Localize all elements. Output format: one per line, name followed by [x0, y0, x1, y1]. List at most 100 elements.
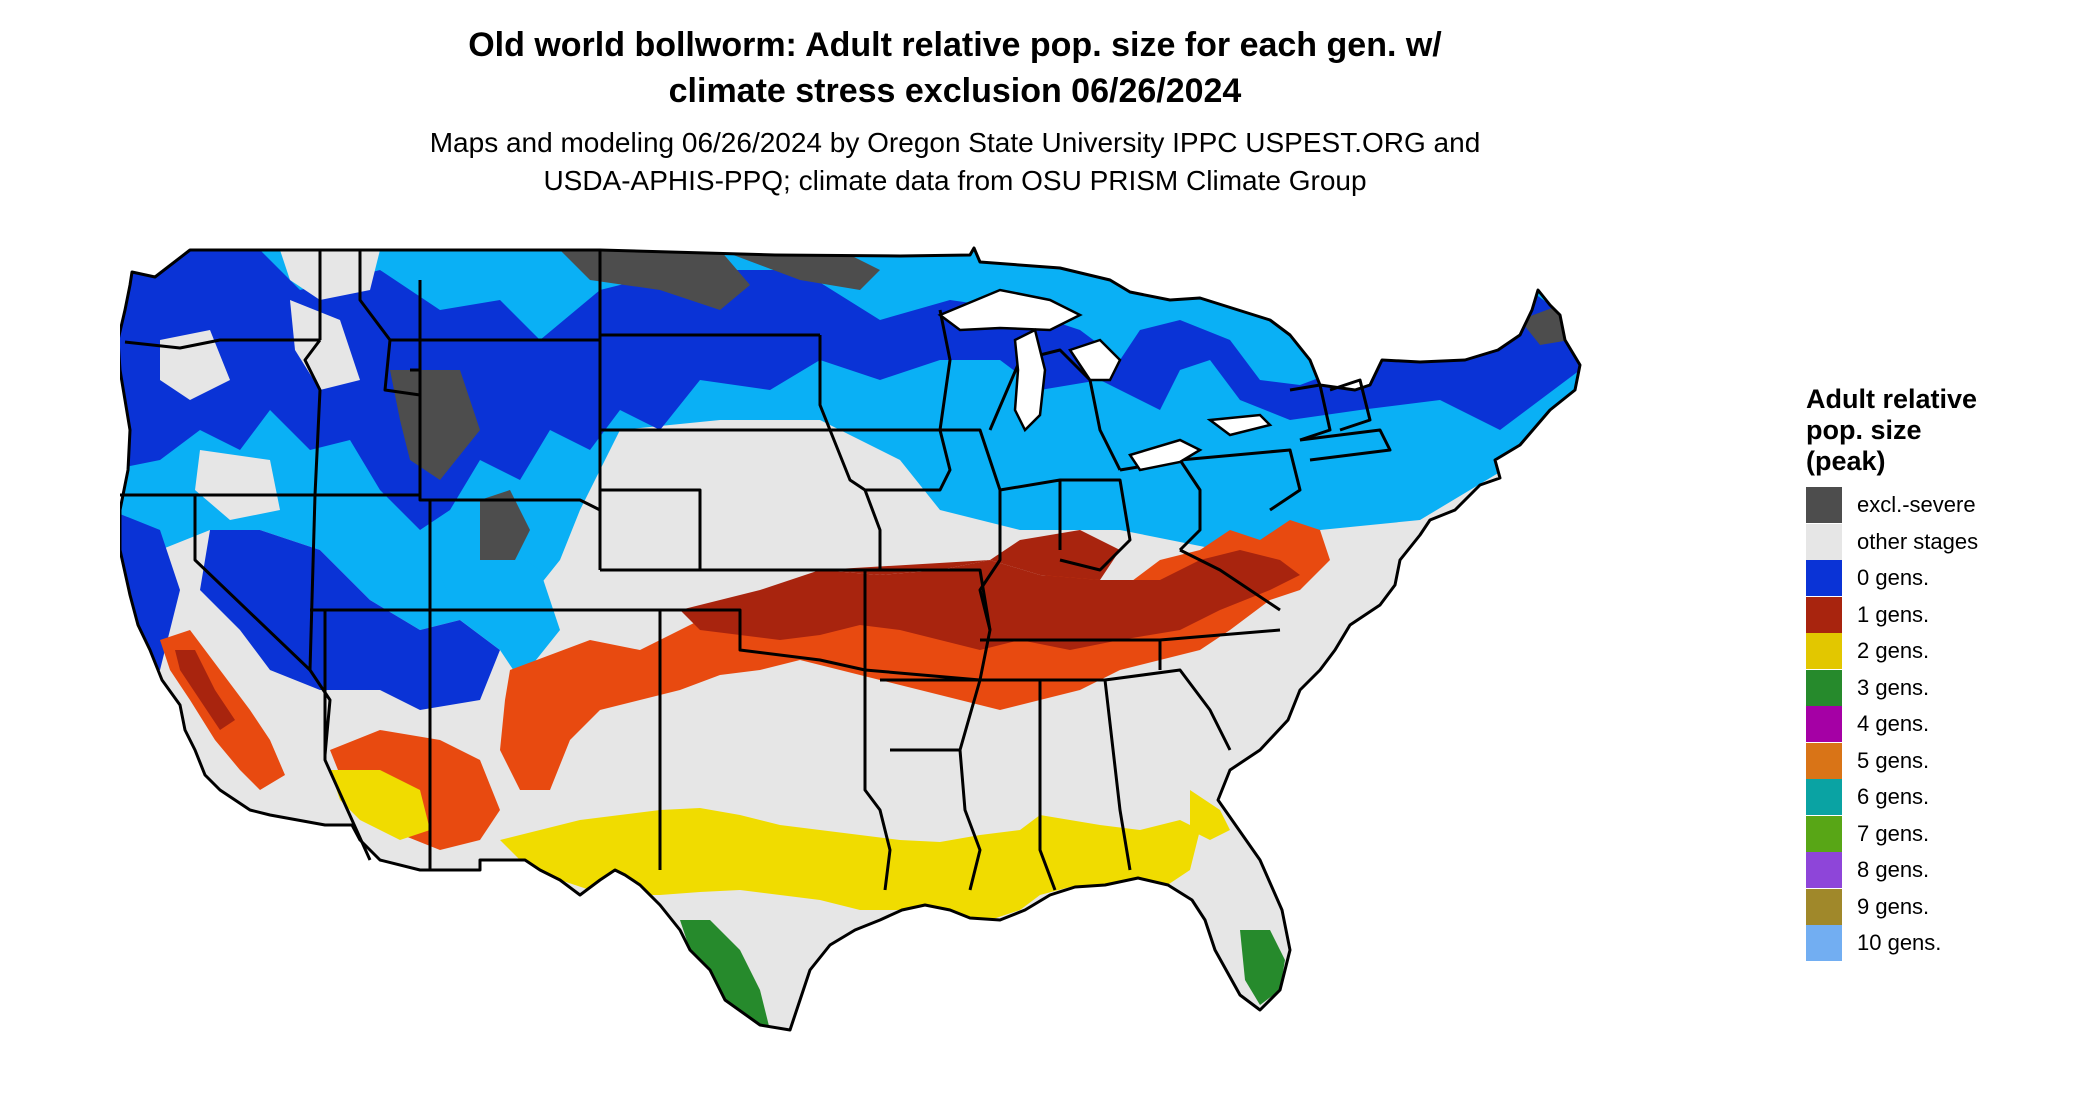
legend-label: 1 gens. [1857, 601, 1930, 627]
title-line-1: Old world bollworm: Adult relative pop. … [468, 26, 1442, 64]
zone-0-gens-rockies [420, 530, 560, 680]
il-wi [940, 428, 1002, 631]
legend-label: excl.-severe [1857, 492, 1976, 518]
legend-item: 3 gens. [1806, 669, 2076, 707]
ia-mo [860, 489, 882, 572]
legend-swatch [1806, 560, 1842, 597]
legend-item: 4 gens. [1806, 706, 2076, 743]
lake-michigan [1013, 328, 1047, 433]
legend-swatch [1806, 925, 1842, 962]
ga-sc [1104, 668, 1232, 751]
lake-erie [1128, 438, 1203, 472]
lake-superior [937, 288, 1083, 332]
zone-excl-severe-north [720, 250, 880, 290]
ms-la [958, 749, 982, 891]
ks-border [600, 488, 702, 572]
al-ga [1040, 678, 1132, 871]
legend-item: 8 gens. [1806, 852, 2076, 889]
legend-item: 1 gens. [1806, 596, 2076, 634]
legend-item: excl.-severe [1806, 487, 2076, 524]
legend-title: Adult relative pop. size (peak) [1806, 384, 2076, 477]
vermont [1289, 383, 1332, 442]
zone-1-gen-dark-kentucky [820, 530, 1120, 580]
legend-label: 5 gens. [1857, 747, 1930, 773]
lake-huron [1068, 338, 1122, 382]
pa-ny [1179, 448, 1302, 512]
us-map [120, 230, 1780, 1110]
legend-label: 8 gens. [1857, 857, 1930, 883]
wa-or-border [124, 338, 320, 350]
legend-title-line-2: pop. size [1806, 415, 1922, 445]
co-border [520, 498, 602, 570]
ar-la [864, 668, 982, 752]
or-border [120, 339, 322, 497]
zone-2-gens-arizona [330, 770, 430, 840]
mn-wi [938, 309, 952, 431]
legend-item: 10 gens. [1806, 925, 2076, 962]
zone-other-stages-oregon [195, 450, 280, 520]
ma-ct [1299, 428, 1392, 462]
oh-in [1059, 478, 1132, 572]
zone-1-gen-light [500, 520, 1330, 790]
legend-swatch [1806, 779, 1842, 816]
great-lakes [937, 288, 1273, 472]
legend-item: other stages [1806, 523, 2076, 561]
zone-excl-severe-colorado [480, 490, 530, 560]
zone-0-gens-southwest [200, 530, 500, 710]
legend-item: 9 gens. [1806, 888, 2076, 926]
legend-swatch [1806, 706, 1842, 743]
nv-east [308, 494, 317, 671]
nc-va [1159, 628, 1281, 642]
legend-swatch [1806, 633, 1842, 670]
legend-item: 0 gens. [1806, 560, 2076, 597]
legend-swatch [1806, 523, 1842, 560]
subtitle-line-1: Maps and modeling 06/26/2024 by Oregon S… [429, 127, 1481, 158]
us-map-svg [120, 246, 1582, 1032]
legend-label: 6 gens. [1857, 784, 1930, 810]
legend-label: other stages [1857, 528, 1979, 554]
zone-excl-severe-northern-border [560, 250, 750, 310]
legend-item: 6 gens. [1806, 779, 2076, 816]
zone-excl-severe-wyoming [390, 370, 480, 480]
michigan [988, 348, 1122, 471]
zone-1-gen-california-dark [175, 650, 235, 730]
legend-title-line-3: (peak) [1806, 446, 1886, 476]
legend-swatch [1806, 487, 1842, 524]
zone-other-stages-montana [280, 250, 380, 300]
legend-swatch [1806, 596, 1842, 633]
state-boundaries [120, 246, 1582, 1032]
map-title: Old world bollworm: Adult relative pop. … [300, 22, 1610, 114]
legend-label: 4 gens. [1857, 711, 1930, 737]
legend-swatch [1806, 742, 1842, 779]
legend-label: 9 gens. [1857, 893, 1930, 919]
legend-label: 7 gens. [1857, 820, 1930, 846]
ms-al [980, 678, 1057, 891]
title-line-2: climate stress exclusion 06/26/2024 [668, 72, 1242, 110]
legend-label: 0 gens. [1857, 565, 1930, 591]
map-subtitle: Maps and modeling 06/26/2024 by Oregon S… [300, 124, 1610, 200]
legend-item: 2 gens. [1806, 633, 2076, 670]
lake-ontario [1206, 413, 1273, 437]
legend-items: excl.-severe other stages 0 gens. 1 gens. 2 … [1806, 487, 2076, 962]
legend-label: 3 gens. [1857, 674, 1930, 700]
legend-swatch [1806, 815, 1842, 852]
subtitle-line-2: USDA-APHIS-PPQ; climate data from OSU PR… [543, 165, 1367, 196]
legend-label: 2 gens. [1857, 638, 1930, 664]
va-wv [1179, 548, 1281, 612]
legend: Adult relative pop. size (peak) excl.-se… [1806, 384, 2076, 962]
legend-swatch [1806, 852, 1842, 889]
zone-3-gens-texas [680, 920, 770, 1030]
tx-la [863, 750, 892, 891]
zone-2-gens-georgia-coast [1190, 790, 1230, 840]
ia-mn [830, 428, 952, 492]
nh [1329, 378, 1372, 432]
legend-title-line-1: Adult relative [1806, 384, 1978, 414]
legend-swatch [1806, 669, 1842, 706]
mo-ar [880, 568, 992, 682]
ok-border [560, 608, 867, 750]
zone-2-gens-gulf [500, 808, 1200, 920]
zone-1-gen-dark [680, 550, 1300, 650]
zone-3-gens-florida [1240, 930, 1285, 1005]
legend-swatch [1806, 888, 1842, 925]
legend-item: 5 gens. [1806, 742, 2076, 780]
